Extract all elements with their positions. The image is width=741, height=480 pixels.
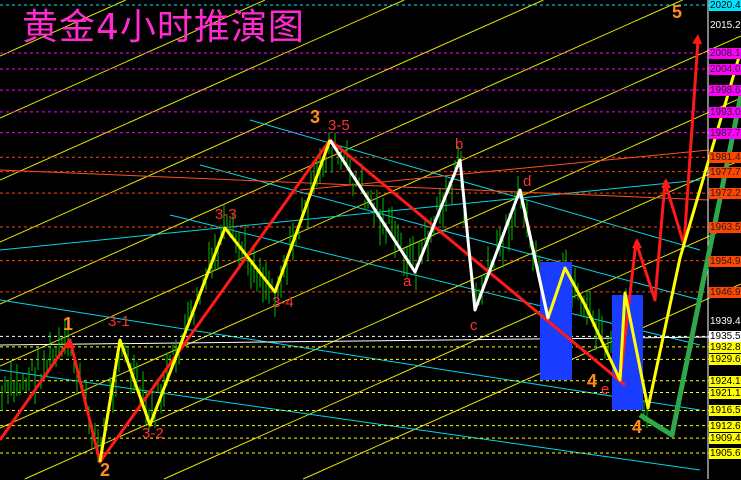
price-label: 1916.5 [709, 405, 741, 417]
price-label: 1924.1 [709, 375, 741, 387]
channel-line-yellow [0, 0, 405, 181]
wave-label: 3-5 [328, 117, 350, 134]
wave-label: b [455, 136, 464, 153]
wave-label: c [470, 317, 478, 334]
wave-label: a [403, 273, 412, 290]
wave-label: 3 [310, 107, 321, 127]
price-label: 1905.6 [709, 448, 741, 459]
wave-label: 1 [63, 314, 74, 334]
channel-line-orange [299, 149, 710, 191]
wave-label: 4 [587, 371, 598, 391]
price-label: 1912.6 [709, 420, 741, 432]
wave-label: 5 [672, 2, 683, 22]
channel-line-yellow [0, 0, 266, 119]
price-label: 2008.1 [709, 48, 741, 59]
channel-line-yellow [0, 0, 544, 243]
price-label: 1929.6 [709, 354, 741, 366]
price-label: 1935.5 [709, 331, 741, 343]
wave-label: d [523, 173, 532, 190]
wave-label: 4 [632, 417, 643, 437]
wave-yellow-projection [518, 49, 741, 410]
price-label: 2004.0 [709, 64, 741, 75]
chart-title: 黄金4小时推演图 [22, 7, 305, 48]
price-label: 1954.9 [709, 255, 741, 267]
price-label: 1987.7 [709, 127, 741, 139]
wave-label: 3-2 [142, 425, 164, 442]
wave-label: 3-1 [108, 313, 130, 330]
price-label: 1993.0 [709, 106, 741, 118]
arrow-head [661, 178, 671, 188]
price-label: 1963.5 [709, 222, 741, 234]
price-label: 1977.7 [709, 166, 741, 178]
price-label: 1981.4 [709, 152, 741, 164]
wave-label: 3-4 [272, 294, 294, 311]
channel-line-cyan [169, 214, 701, 346]
price-label: 1939.4 [710, 316, 741, 328]
channel-line-yellow [302, 283, 741, 480]
price-label: 1946.9 [709, 286, 741, 298]
price-label: 1921.1 [709, 387, 741, 399]
arrow-head [632, 238, 642, 248]
price-label: 1909.4 [709, 433, 741, 445]
price-label: 2015.2 [710, 20, 741, 32]
price-label: 1998.6 [709, 85, 741, 97]
arrow-head [692, 34, 703, 45]
channel-line-cyan [249, 119, 701, 251]
wave-red-projection [618, 39, 700, 381]
arrow-head [65, 338, 75, 348]
channel-line-cyan [0, 299, 701, 411]
channel-line-cyan [199, 164, 701, 301]
wave-label: 3-3 [215, 206, 237, 223]
price-label: 2020.4 [709, 0, 741, 11]
wave-green-projection [638, 94, 741, 438]
channel-line-yellow [0, 97, 741, 429]
channel-line-yellow [0, 0, 126, 57]
wave-white [328, 139, 550, 319]
wave-yellow [98, 139, 332, 463]
price-label: 1972.2 [709, 188, 741, 200]
wave-label: 2 [100, 460, 111, 480]
range-box [540, 262, 572, 380]
price-label: 1932.8 [709, 341, 741, 353]
channel-line-cyan [0, 179, 701, 251]
wave-label: e [601, 381, 610, 398]
